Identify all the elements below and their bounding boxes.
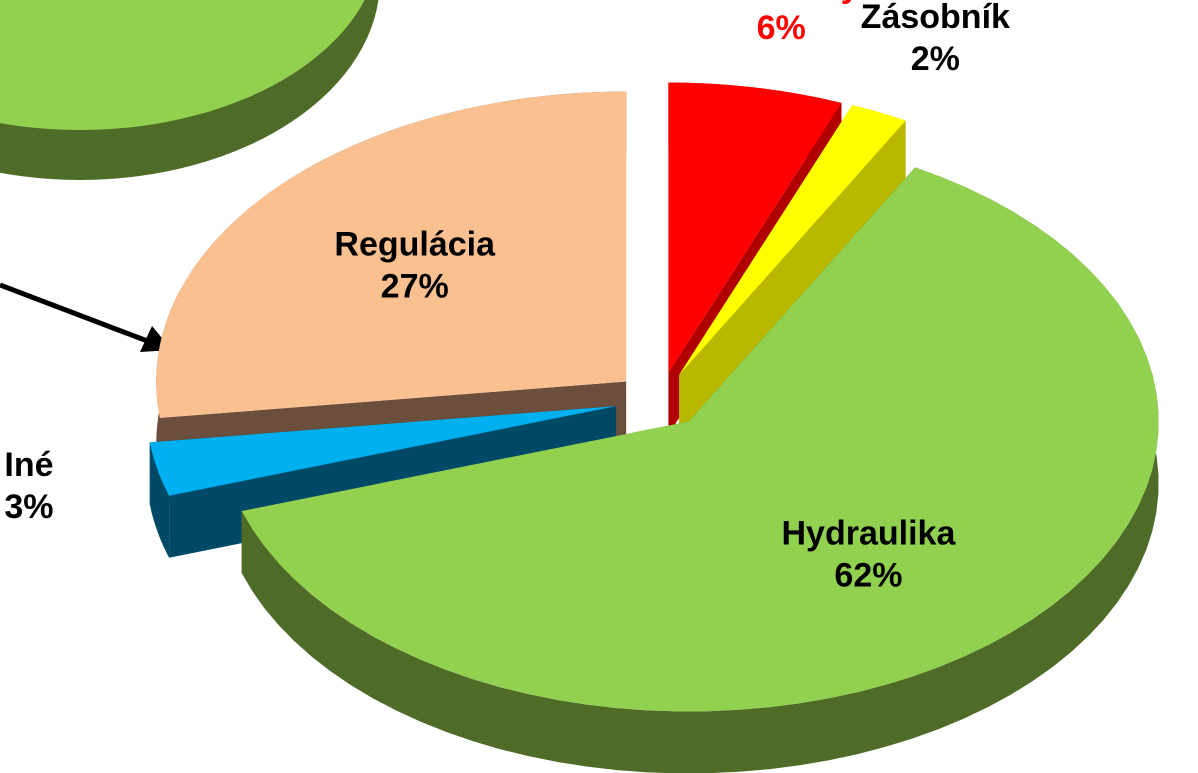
slice-top <box>149 406 617 496</box>
slice-label: Regulácia <box>334 225 496 263</box>
slice-wall <box>679 120 906 437</box>
slice-value-label: 27% <box>381 267 449 305</box>
slice-top <box>679 105 906 375</box>
slice-label: Zásobník <box>861 0 1010 36</box>
slice-value-label: 6% <box>757 9 806 47</box>
slice-top <box>668 82 842 373</box>
arrow-line <box>0 282 151 345</box>
slice-wall <box>149 406 617 505</box>
decor-ellipse-top <box>0 0 365 130</box>
slice-label: Kolektory <box>703 0 860 5</box>
slice <box>679 105 906 437</box>
slice-value-label: 2% <box>911 40 960 78</box>
slice-top <box>241 167 1159 712</box>
slice-value-label: 62% <box>834 557 902 595</box>
labels: Kolektory 6% Zásobník 2% Regulácia 27% Iné 3% Hy… <box>4 0 1010 595</box>
slice <box>241 167 1159 773</box>
slice-value-label: 3% <box>4 488 53 526</box>
slice-label: Iné <box>4 446 53 484</box>
pie <box>149 82 1159 773</box>
slice-side <box>149 442 170 558</box>
slice-top <box>156 91 627 418</box>
slice-label: Hydraulika <box>782 515 957 553</box>
